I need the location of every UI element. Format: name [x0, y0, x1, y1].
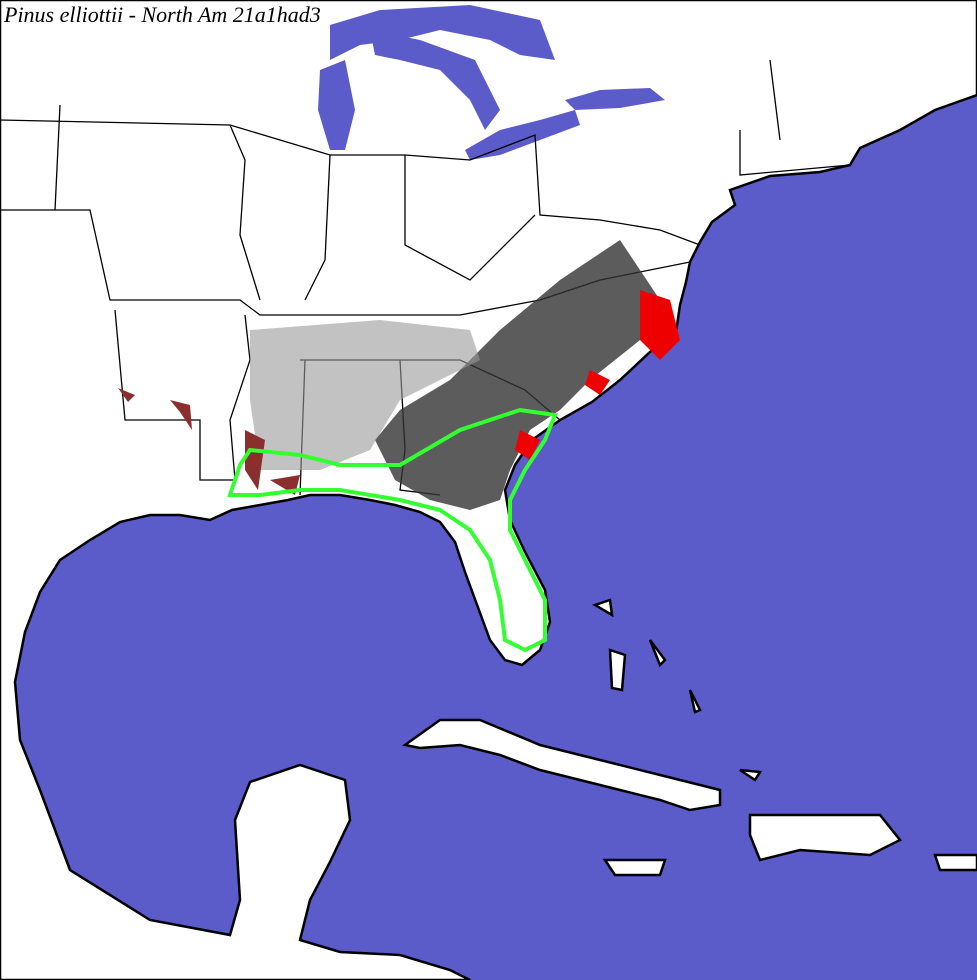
green-outline: [227, 407, 558, 653]
red-range: [515, 290, 680, 460]
islands: [401, 598, 977, 877]
gray-range: [250, 320, 480, 470]
dark-range: [375, 240, 660, 510]
map-title: Pinus elliottii - North Am 21a1had3: [3, 2, 321, 27]
brown-patches: [118, 388, 300, 495]
great-lakes: [318, 5, 665, 160]
